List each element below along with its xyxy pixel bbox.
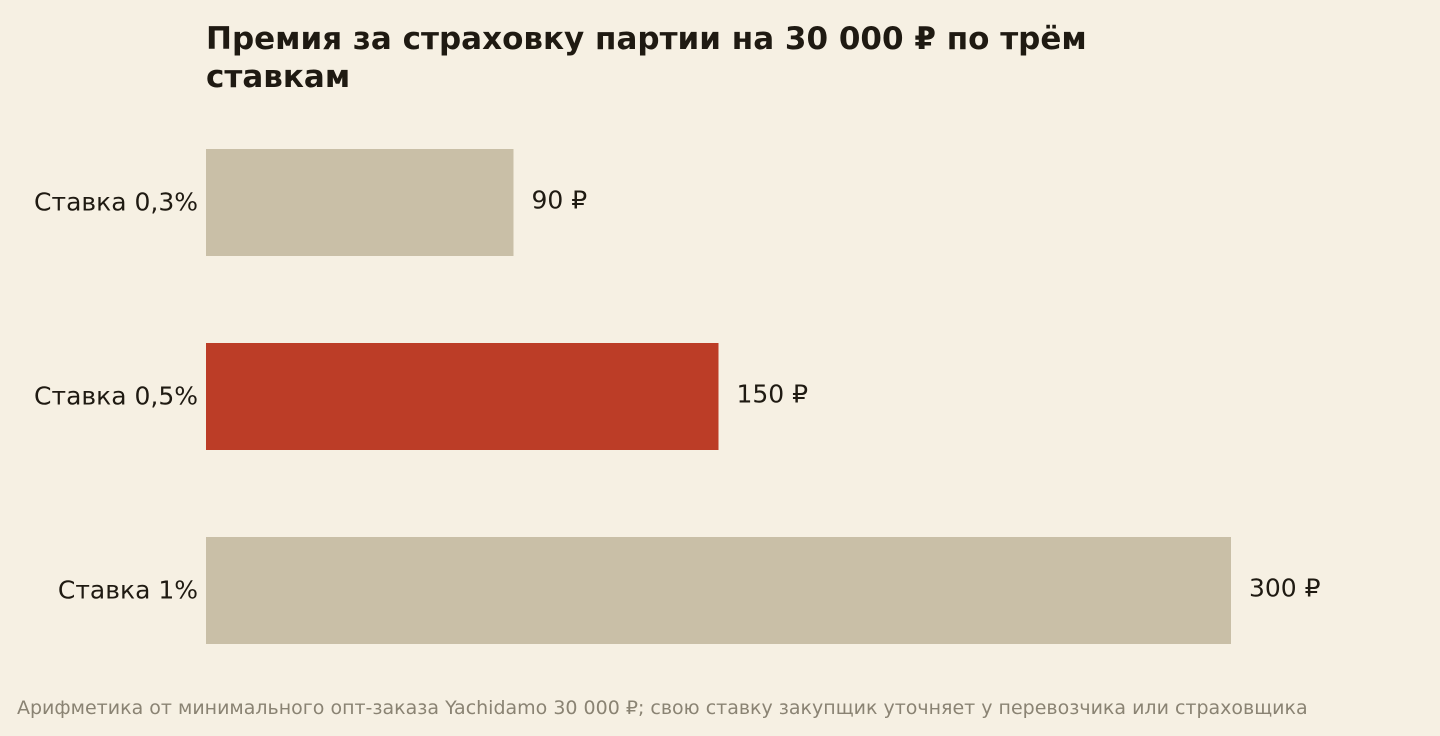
bar-3 <box>206 537 1231 644</box>
category-label-2: Ставка 0,5% <box>34 382 198 411</box>
category-label-1: Ставка 0,3% <box>34 188 198 217</box>
category-label-3: Ставка 1% <box>58 576 198 605</box>
chart-footnote: Арифметика от минимального опт-заказа Ya… <box>17 697 1308 719</box>
bar-1 <box>206 149 514 256</box>
value-label-3: 300 ₽ <box>1249 574 1321 603</box>
bar-2 <box>206 343 719 450</box>
chart-title: Премия за страховку партии на 30 000 ₽ п… <box>206 21 1087 95</box>
value-label-1: 90 ₽ <box>532 186 588 215</box>
value-label-2: 150 ₽ <box>737 380 809 409</box>
